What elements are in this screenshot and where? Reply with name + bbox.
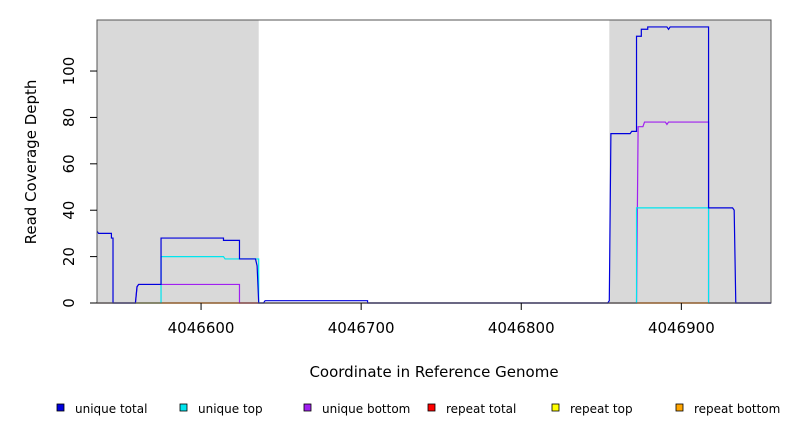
- legend-swatch: [303, 403, 312, 412]
- legend-swatch: [551, 403, 560, 412]
- x-tick-label: 4046800: [488, 319, 555, 337]
- x-axis-title: Coordinate in Reference Genome: [309, 363, 558, 381]
- x-tick-label: 4046900: [648, 319, 715, 337]
- legend-swatch: [675, 403, 684, 412]
- y-axis-title: Read Coverage Depth: [22, 80, 40, 245]
- legend: unique total unique top unique bottom repea…: [56, 402, 780, 416]
- shaded-region-0: [97, 20, 259, 303]
- y-axis: 0 20 40 60 80 100: [60, 57, 97, 308]
- y-tick-label: 100: [60, 57, 78, 86]
- y-tick-label: 0: [60, 298, 78, 308]
- legend-label: unique bottom: [322, 402, 410, 416]
- legend-label: repeat top: [570, 402, 633, 416]
- x-axis: 4046600 4046700 4046800 4046900: [168, 303, 715, 337]
- legend-swatch: [427, 403, 436, 412]
- legend-label: repeat bottom: [694, 402, 780, 416]
- y-tick-label: 20: [60, 247, 78, 266]
- legend-swatch: [179, 403, 188, 412]
- plot-frame: [96, 19, 772, 304]
- y-tick-label: 80: [60, 108, 78, 127]
- y-tick-label: 60: [60, 154, 78, 173]
- x-tick-label: 4046700: [328, 319, 395, 337]
- legend-label: unique total: [75, 402, 147, 416]
- shaded-regions: [97, 20, 771, 303]
- y-tick-label: 40: [60, 201, 78, 220]
- series-line-unique-total: [96, 26, 771, 304]
- legend-swatch: [56, 403, 65, 412]
- legend-label: repeat total: [446, 402, 516, 416]
- legend-label: unique top: [198, 402, 263, 416]
- shaded-region-1: [609, 20, 771, 303]
- x-tick-label: 4046600: [168, 319, 235, 337]
